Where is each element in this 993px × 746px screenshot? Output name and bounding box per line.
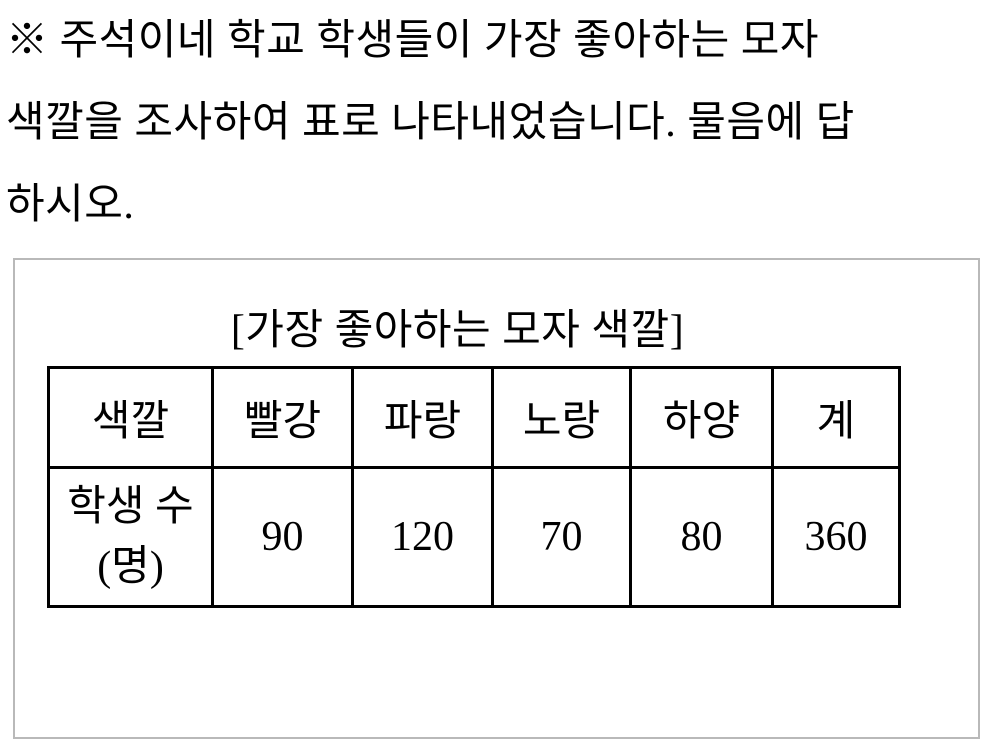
row-label-student-count: 학생 수 (명) — [47, 466, 214, 608]
problem-line-3: 하시오. — [6, 182, 135, 228]
problem-line-1: ※ 주석이네 학교 학생들이 가장 좋아하는 모자 — [6, 18, 820, 64]
value-cell-yellow: 70 — [491, 466, 632, 608]
header-cell-category: 색깔 — [47, 366, 214, 469]
header-cell-white: 하양 — [629, 366, 774, 469]
value-cell-total: 360 — [771, 466, 901, 608]
value-cell-white: 80 — [629, 466, 774, 608]
header-cell-blue: 파랑 — [351, 366, 494, 469]
row-label-line-1: 학생 수 — [67, 484, 194, 530]
figure-box: [가장 좋아하는 모자 색깔] 색깔 빨강 파랑 노랑 하양 계 학생 수 (명… — [13, 258, 980, 739]
table-value-row: 학생 수 (명) 90 120 70 80 360 — [47, 466, 901, 608]
favorite-hat-color-table: 색깔 빨강 파랑 노랑 하양 계 학생 수 (명) 90 120 70 80 3… — [47, 366, 901, 608]
value-cell-red: 90 — [211, 466, 354, 608]
row-label-line-2: (명) — [97, 544, 164, 590]
header-cell-red: 빨강 — [211, 366, 354, 469]
header-cell-total: 계 — [771, 366, 901, 469]
problem-line-2: 색깔을 조사하여 표로 나타내었습니다. 물음에 답 — [6, 100, 855, 146]
table-title: [가장 좋아하는 모자 색깔] — [230, 308, 685, 354]
problem-statement: ※ 주석이네 학교 학생들이 가장 좋아하는 모자 색깔을 조사하여 표로 나타… — [6, 0, 993, 246]
header-cell-yellow: 노랑 — [491, 366, 632, 469]
table-header-row: 색깔 빨강 파랑 노랑 하양 계 — [47, 366, 901, 469]
value-cell-blue: 120 — [351, 466, 494, 608]
